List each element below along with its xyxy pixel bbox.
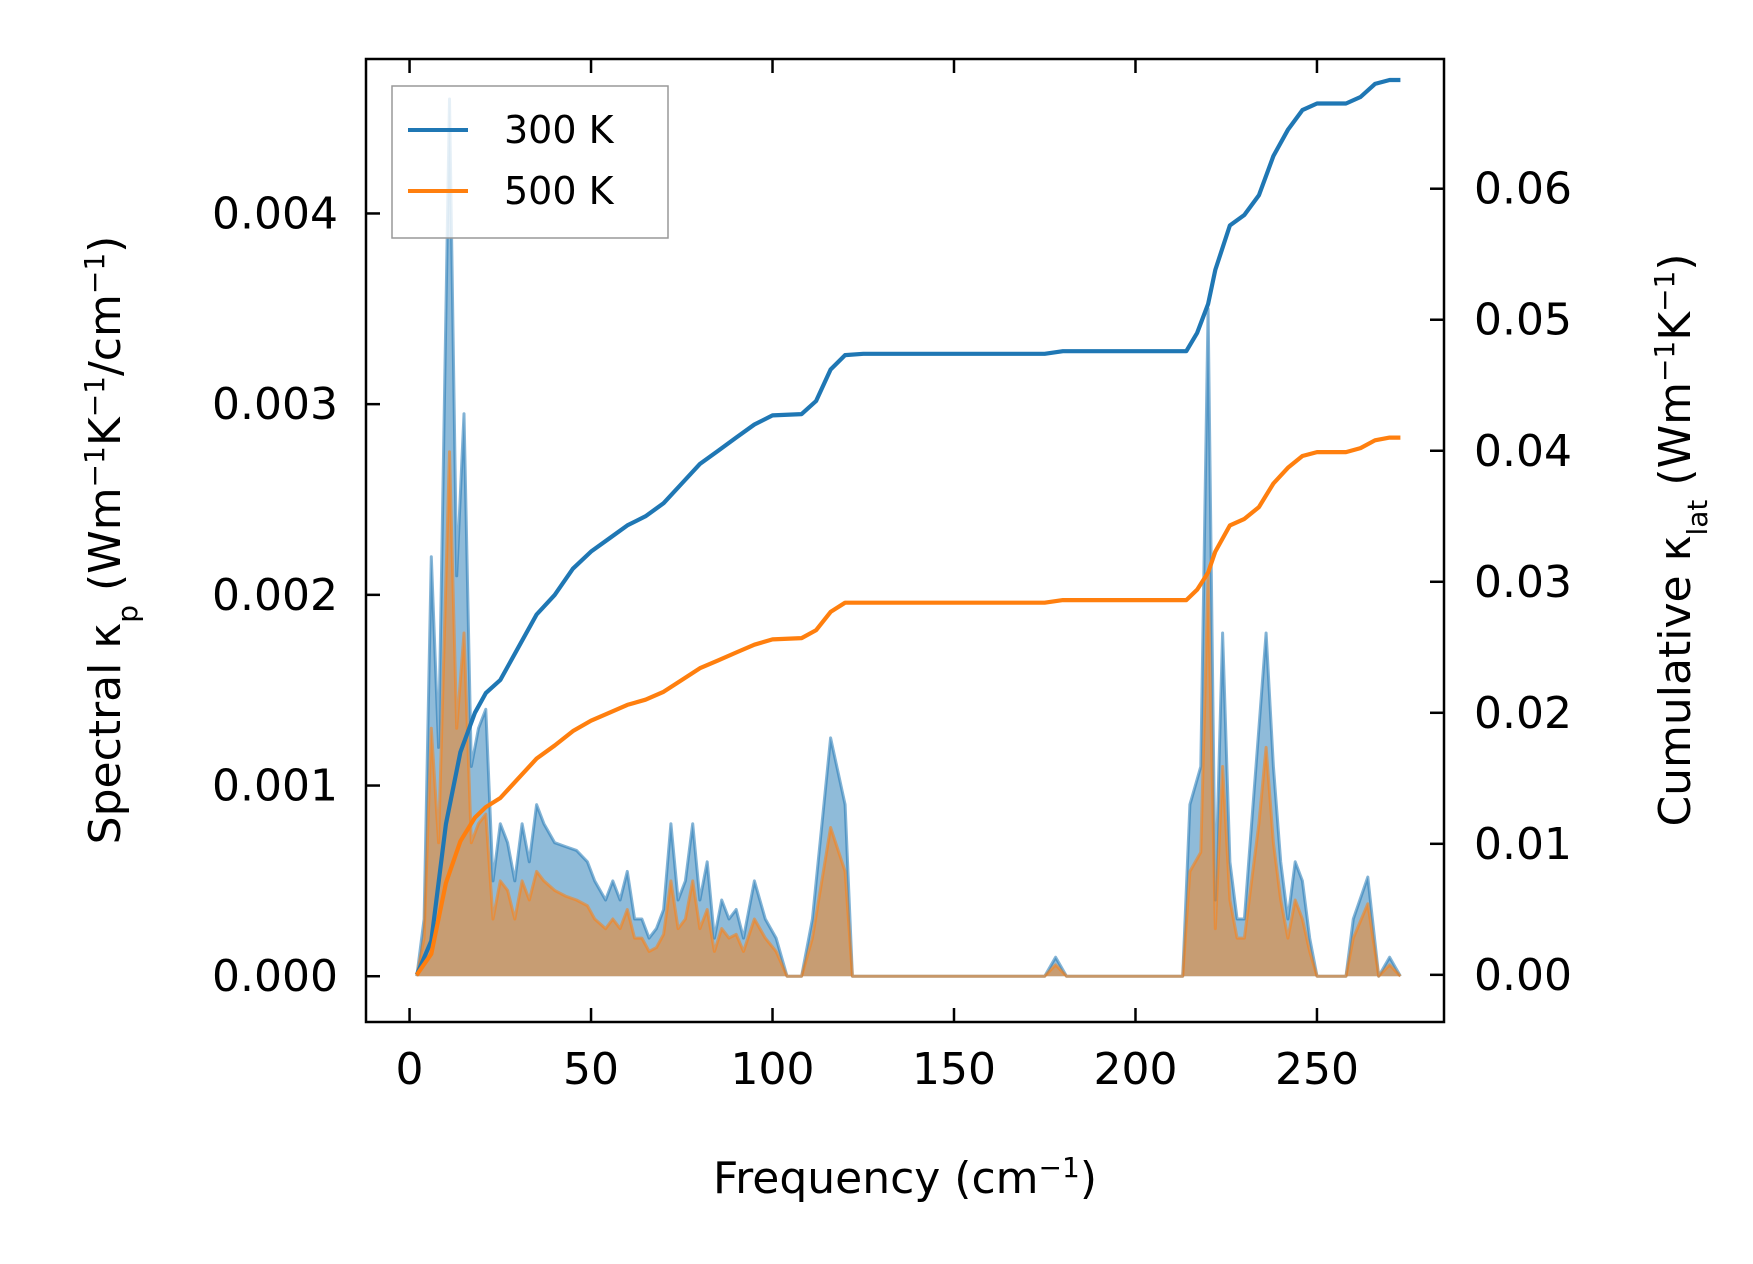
x-axis-label: Frequency (cm−1) (713, 1151, 1097, 1205)
x-tick-label: 150 (912, 1044, 996, 1095)
legend: 300 K 500 K (391, 85, 669, 239)
legend-label-300k: 300 K (504, 108, 615, 152)
series-layer (414, 77, 1402, 978)
ticks-layer: 0 50 100 150 200 250 0.000 0.001 0.002 0.003 0.004… (212, 59, 1572, 1095)
right-y-tick-label: 0.06 (1474, 164, 1572, 215)
cumulative-line-500k (415, 435, 1401, 976)
spectral-line-500k (415, 450, 1402, 978)
left-y-axis-label: Spectral κp (Wm−1K−1/cm−1) (78, 236, 144, 845)
x-tick-label: 250 (1275, 1044, 1359, 1095)
x-tick-label: 0 (396, 1044, 424, 1095)
left-y-tick-label: 0.001 (212, 761, 338, 812)
right-y-tick-label: 0.02 (1474, 688, 1572, 739)
x-tick-label: 200 (1093, 1044, 1177, 1095)
left-y-tick-label: 0.004 (212, 188, 338, 239)
right-y-tick-label: 0.00 (1474, 950, 1572, 1001)
left-y-tick-label: 0.003 (212, 379, 338, 430)
right-y-tick-label: 0.03 (1474, 557, 1572, 608)
x-tick-label: 100 (731, 1044, 815, 1095)
x-tick-label: 50 (563, 1044, 619, 1095)
right-y-tick-label: 0.04 (1474, 426, 1572, 477)
right-y-axis-label: Cumulative κlat (Wm−1K−1) (1648, 253, 1714, 826)
left-y-tick-label: 0.002 (212, 570, 338, 621)
right-y-tick-label: 0.01 (1474, 819, 1572, 870)
right-y-tick-label: 0.05 (1474, 295, 1572, 346)
left-y-tick-label: 0.000 (212, 951, 338, 1002)
plot-frame (364, 57, 1446, 1024)
legend-label-500k: 500 K (504, 169, 615, 213)
cumulative-line-300k (414, 77, 1401, 976)
spectral-line-300k (415, 97, 1402, 978)
legend-box (391, 85, 669, 239)
